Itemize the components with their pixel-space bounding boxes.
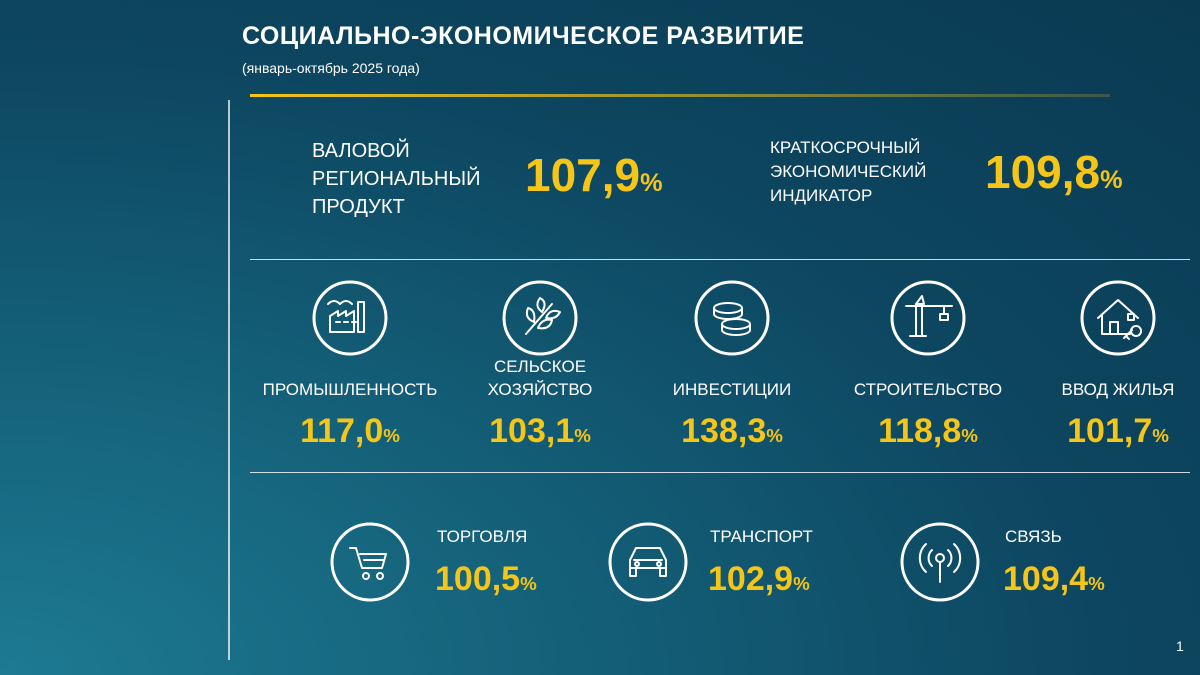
icon — [312, 280, 388, 356]
value-number: 118,8 — [878, 412, 962, 450]
vertical-rule — [228, 100, 230, 660]
icon — [694, 280, 770, 356]
value-number: 103,1 — [489, 412, 575, 450]
value: 107,9% — [525, 148, 663, 202]
value: 103,1% — [440, 412, 640, 451]
value-number: 138,3 — [681, 412, 767, 450]
value-number: 109,4 — [1003, 560, 1089, 598]
unit: % — [766, 425, 783, 446]
value-number: 117,0 — [300, 412, 384, 450]
sector-label: СЕЛЬСКОЕ — [493, 357, 587, 376]
unit: % — [1152, 425, 1169, 446]
unit: % — [520, 573, 537, 594]
divider — [250, 472, 1190, 473]
value: 100,5% — [435, 560, 537, 599]
sector-label: ИНВЕСТИЦИИ — [672, 380, 792, 399]
value-number: 109,8 — [985, 146, 1101, 198]
icon — [330, 522, 410, 602]
unit: % — [1088, 573, 1105, 594]
sector-label: ХОЗЯЙСТВО — [487, 380, 593, 399]
value: 109,4% — [1003, 560, 1105, 599]
sector-label: ВВОД ЖИЛЬЯ — [1061, 380, 1175, 399]
title: СОЦИАЛЬНО-ЭКОНОМИЧЕСКОЕ РАЗВИТИЕ — [242, 22, 805, 50]
value-number: 101,7 — [1067, 412, 1153, 450]
unit: % — [640, 169, 663, 197]
gold-rule — [250, 94, 1110, 97]
indicator-label: ПРОДУКТ — [312, 196, 405, 218]
value: 118,8% — [828, 412, 1028, 451]
icon — [900, 522, 980, 602]
icon — [608, 522, 688, 602]
service-label: ТРАНСПОРТ — [710, 527, 813, 546]
icon — [890, 280, 966, 356]
icon — [1080, 280, 1156, 356]
service-label: СВЯЗЬ — [1005, 527, 1062, 546]
sector-label: ПРОМЫШЛЕННОСТЬ — [262, 380, 438, 399]
unit: % — [961, 425, 978, 446]
unit: % — [1100, 166, 1123, 194]
value-number: 102,9 — [708, 560, 794, 598]
value: 117,0% — [250, 412, 450, 451]
indicator-label: ИНДИКАТОР — [770, 186, 873, 205]
subtitle: (январь-октябрь 2025 года) — [242, 60, 420, 76]
sector-label: СТРОИТЕЛЬСТВО — [853, 380, 1003, 399]
unit: % — [383, 425, 400, 446]
value-number: 100,5 — [435, 560, 521, 598]
indicator-label: КРАТКОСРОЧНЫЙ — [770, 138, 921, 157]
unit: % — [574, 425, 591, 446]
value: 101,7% — [1018, 412, 1200, 451]
divider — [250, 259, 1190, 260]
value: 138,3% — [632, 412, 832, 451]
unit: % — [793, 573, 810, 594]
value: 109,8% — [985, 145, 1123, 199]
value-number: 107,9 — [525, 149, 641, 201]
page-number: 1 — [1176, 638, 1184, 654]
indicator-label: ВАЛОВОЙ — [312, 140, 410, 162]
icon — [502, 280, 578, 356]
indicator-label: РЕГИОНАЛЬНЫЙ — [312, 168, 481, 190]
indicator-label: ЭКОНОМИЧЕСКИЙ — [770, 162, 927, 181]
value: 102,9% — [708, 560, 810, 599]
service-label: ТОРГОВЛЯ — [437, 527, 528, 546]
